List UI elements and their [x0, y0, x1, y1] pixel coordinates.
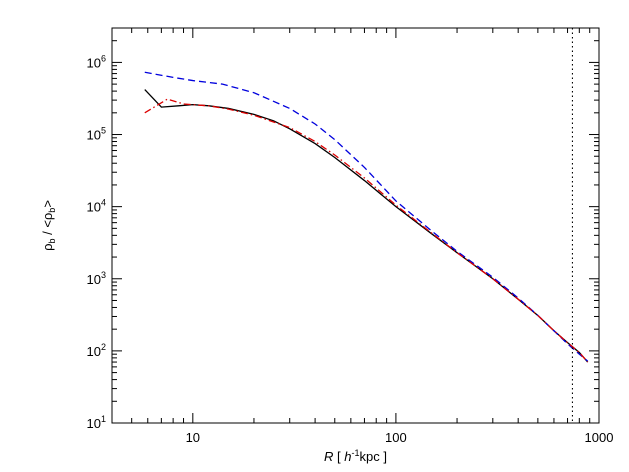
- y-axis-label-close: >: [40, 200, 55, 208]
- y-axis-label-sub2: b: [47, 208, 57, 213]
- y-axis-label: ρb / <ρb>: [40, 200, 57, 251]
- x-axis-label-exp: -1: [351, 448, 359, 458]
- x-axis-label-h: h: [344, 449, 351, 464]
- x-tick-label: 1000: [585, 430, 614, 445]
- x-tick-label: 10: [186, 430, 200, 445]
- y-axis-label-mid: / <ρ: [40, 213, 55, 239]
- y-axis-label-rho: ρ: [40, 244, 55, 251]
- x-axis-label-var: R: [324, 449, 333, 464]
- y-tick-label: 102: [87, 342, 106, 359]
- series-layer: [144, 71, 589, 363]
- series-line-2: [144, 71, 589, 362]
- y-axis-label-sub: b: [47, 239, 57, 244]
- ticks-layer: 10 100 1000 101 102 103 104 105 106: [87, 27, 614, 445]
- y-tick-label: 103: [87, 270, 106, 287]
- x-axis-label-open: [: [333, 449, 344, 464]
- series-line-3: [144, 98, 589, 363]
- x-axis-label-unit: kpc ]: [360, 449, 387, 464]
- y-tick-label: 101: [87, 414, 106, 431]
- y-tick-label: 105: [87, 126, 106, 143]
- y-tick-label: 104: [87, 198, 106, 215]
- plot-frame: [111, 27, 600, 424]
- y-tick-label: 106: [87, 53, 106, 70]
- x-axis-label: R [ h-1kpc ]: [324, 448, 387, 464]
- series-line-1: [144, 89, 589, 363]
- x-tick-label: 100: [385, 430, 407, 445]
